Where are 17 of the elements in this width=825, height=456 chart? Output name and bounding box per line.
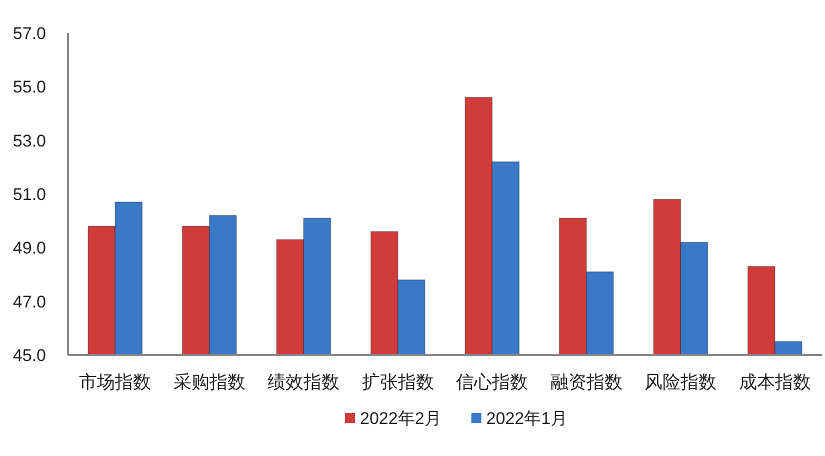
legend-label: 2022年1月 (486, 409, 568, 428)
x-tick-label: 采购指数 (173, 372, 246, 392)
y-tick-label: 51.0 (12, 185, 46, 204)
y-tick-label: 47.0 (12, 292, 46, 312)
y-tick-label: 57.0 (12, 24, 46, 43)
legend-label: 2022年2月 (360, 409, 442, 428)
x-tick-label: 风险指数 (644, 372, 717, 392)
y-tick-label: 49.0 (12, 238, 46, 258)
x-tick-label: 绩效指数 (268, 372, 340, 392)
x-tick-label: 信心指数 (456, 372, 528, 392)
x-tick-label: 扩张指数 (362, 372, 434, 392)
x-tick-label: 成本指数 (738, 372, 811, 392)
y-tick-label: 45.0 (12, 346, 46, 365)
x-tick-label: 市场指数 (79, 372, 152, 392)
x-tick-label: 融资指数 (550, 372, 622, 392)
y-tick-label: 55.0 (12, 78, 46, 97)
y-tick-label: 53.0 (12, 131, 46, 150)
